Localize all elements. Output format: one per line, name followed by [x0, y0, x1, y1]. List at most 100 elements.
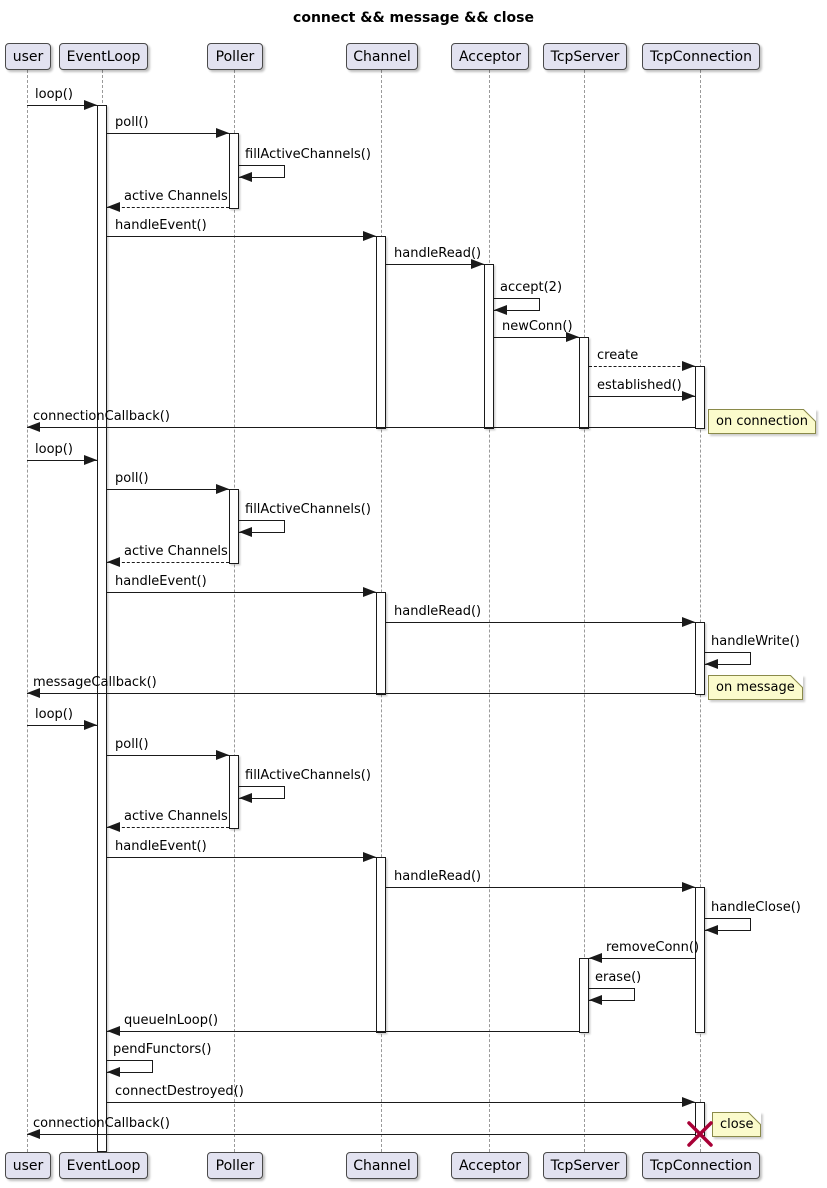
message-label: established(): [597, 378, 682, 393]
message-label: connectionCallback(): [33, 409, 170, 424]
participant-label: EventLoop: [66, 48, 141, 65]
message-handleevent-2: handleEvent(): [107, 573, 376, 599]
message-label: handleRead(): [394, 869, 482, 884]
message-handleread-1: handleRead(): [386, 245, 484, 271]
activation-tcpconnection-3: [695, 887, 705, 1033]
message-pendfunctors: pendFunctors(): [107, 1041, 211, 1079]
arrowhead-icon: [84, 455, 97, 465]
note-close: close: [712, 1112, 762, 1137]
participant-tcpserver-bottom: TcpServer: [543, 1152, 627, 1179]
activation-acceptor-1: [484, 264, 494, 429]
activation-tcpconnection-1: [695, 366, 705, 429]
participant-channel-bottom: Channel: [346, 1152, 418, 1179]
message-established: established(): [589, 377, 695, 403]
message-connectdestroyed: connectDestroyed(): [107, 1083, 695, 1109]
message-label: handleWrite(): [711, 634, 800, 649]
message-poll-3: poll(): [107, 736, 229, 762]
participant-acceptor-bottom: Acceptor: [451, 1152, 529, 1179]
activation-channel-1: [376, 236, 386, 429]
participant-label: Poller: [215, 48, 255, 65]
arrowhead-icon: [494, 305, 507, 315]
message-loop-3: loop(): [27, 706, 97, 732]
message-label: handleClose(): [711, 900, 801, 915]
activation-poller-1: [229, 133, 239, 209]
message-accept: accept(2): [494, 279, 562, 317]
message-label: handleEvent(): [115, 218, 207, 233]
arrowhead-icon: [363, 852, 376, 862]
message-connectioncallback-2: connectionCallback(): [27, 1115, 695, 1141]
lifeline-user: [27, 70, 28, 1152]
message-label: loop(): [35, 442, 73, 457]
participant-user-top: user: [5, 43, 51, 70]
note-fold-icon: [789, 675, 803, 688]
participant-tcpconnection-top: TcpConnection: [642, 43, 760, 70]
message-handleevent-3: handleEvent(): [107, 838, 376, 864]
note-label: on connection: [716, 414, 808, 429]
activation-tcpserver-2: [579, 958, 589, 1033]
participant-user-bottom: user: [5, 1152, 51, 1179]
message-fillactivechannels-3: fillActiveChannels(): [239, 767, 371, 805]
arrowhead-icon: [84, 100, 97, 110]
message-label: handleEvent(): [115, 839, 207, 854]
activation-tcpconnection-2: [695, 622, 705, 695]
participant-poller-top: Poller: [207, 43, 263, 70]
message-label: active Channels: [124, 809, 228, 824]
arrowhead-icon: [239, 527, 252, 537]
message-handleread-3: handleRead(): [386, 868, 695, 894]
arrowhead-icon: [216, 128, 229, 138]
lifeline-tcpserver: [584, 70, 585, 1152]
participant-label: Acceptor: [458, 48, 522, 65]
activation-poller-2: [229, 489, 239, 564]
message-loop-1: loop(): [27, 86, 97, 112]
participant-label: Channel: [353, 48, 411, 65]
message-poll-2: poll(): [107, 470, 229, 496]
participant-eventloop-bottom: EventLoop: [59, 1152, 148, 1179]
arrowhead-icon: [363, 231, 376, 241]
arrowhead-icon: [682, 617, 695, 627]
lifeline-tcpconnection: [700, 70, 701, 1152]
lifeline-poller: [234, 70, 235, 1152]
message-label: accept(2): [500, 280, 563, 295]
message-fillactivechannels-1: fillActiveChannels(): [239, 146, 371, 184]
arrowhead-icon: [682, 1097, 695, 1107]
message-label: pendFunctors(): [113, 1042, 212, 1057]
arrowhead-icon: [84, 720, 97, 730]
participant-label: TcpServer: [550, 1157, 620, 1174]
arrowhead-icon: [239, 793, 252, 803]
note-fold-icon: [748, 1112, 762, 1125]
arrowhead-icon: [682, 361, 695, 371]
participant-poller-bottom: Poller: [207, 1152, 263, 1179]
activation-channel-2: [376, 592, 386, 695]
message-newconn: newConn(): [494, 318, 579, 344]
arrowhead-icon: [27, 688, 40, 698]
arrowhead-icon: [216, 750, 229, 760]
note-label: on message: [716, 680, 795, 695]
message-label: handleRead(): [394, 604, 482, 619]
message-label: queueInLoop(): [124, 1013, 219, 1028]
diagram-title: connect && message && close: [293, 10, 534, 26]
message-label: messageCallback(): [33, 675, 157, 690]
activation-poller-3: [229, 755, 239, 829]
activation-tcpserver-1: [579, 337, 589, 429]
message-label: connectionCallback(): [33, 1116, 170, 1131]
arrowhead-icon: [107, 1026, 120, 1036]
arrowhead-icon: [27, 1129, 40, 1139]
message-label: fillActiveChannels(): [245, 147, 371, 162]
message-active-channels-2: active Channels: [107, 543, 229, 569]
message-active-channels-3: active Channels: [107, 808, 229, 834]
message-label: poll(): [115, 115, 149, 130]
arrowhead-icon: [216, 484, 229, 494]
message-fillactivechannels-2: fillActiveChannels(): [239, 501, 371, 539]
message-label: poll(): [115, 471, 149, 486]
arrowhead-icon: [566, 332, 579, 342]
participant-label: TcpConnection: [650, 1157, 752, 1174]
message-label: handleEvent(): [115, 574, 207, 589]
participant-tcpconnection-bottom: TcpConnection: [642, 1152, 760, 1179]
arrowhead-icon: [682, 882, 695, 892]
note-on-message: on message: [708, 675, 803, 700]
message-connectioncallback-1: connectionCallback(): [27, 408, 695, 434]
arrowhead-icon: [705, 659, 718, 669]
message-handleclose: handleClose(): [705, 899, 801, 937]
arrowhead-icon: [589, 995, 602, 1005]
